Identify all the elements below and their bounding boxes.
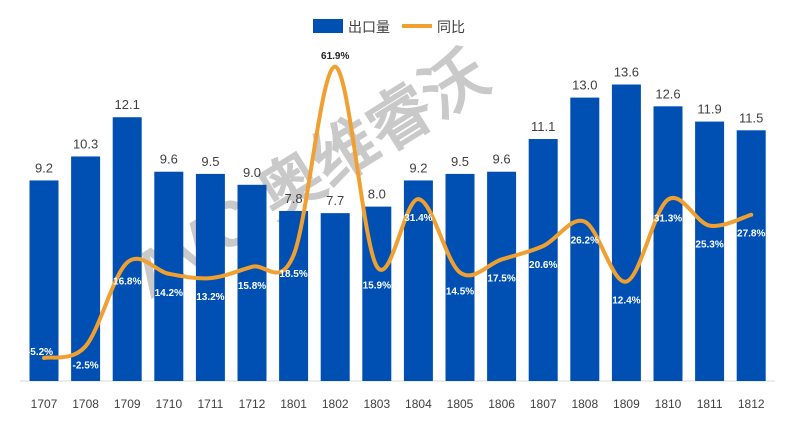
line-label-1708: -2.5% [73, 360, 99, 371]
bar-label-1804: 9.2 [409, 160, 427, 175]
line-label-1810: 31.3% [654, 214, 682, 225]
line-label-1804: 31.4% [404, 213, 432, 224]
bar-label-1808: 13.0 [572, 78, 597, 93]
legend-bar-swatch [313, 19, 343, 33]
bar-label-1712: 9.0 [243, 165, 261, 180]
line-label-1709: 16.8% [113, 276, 141, 287]
bar-label-1811: 11.9 [697, 102, 721, 117]
bar-label-1711: 9.5 [201, 154, 219, 169]
bar-label-1709: 12.1 [115, 97, 140, 112]
bar-1712 [237, 184, 267, 381]
x-tick-1810: 1810 [655, 397, 682, 411]
bar-1809 [611, 84, 641, 382]
line-label-1707: -5.2% [27, 347, 53, 358]
line-label-1812: 27.8% [737, 229, 765, 240]
line-label-1711: 13.2% [196, 292, 224, 303]
x-tick-1711: 1711 [197, 397, 223, 411]
line-label-1802: 61.9% [321, 51, 349, 62]
line-label-1808: 26.2% [571, 236, 599, 247]
x-tick-1809: 1809 [613, 397, 640, 411]
x-tick-1710: 1710 [155, 397, 182, 411]
bar-1801 [279, 210, 309, 381]
line-label-1805: 14.5% [446, 286, 474, 297]
legend-bar-label: 出口量 [348, 19, 390, 35]
x-tick-1806: 1806 [488, 397, 515, 411]
line-label-1807: 20.6% [529, 260, 557, 271]
bar-label-1805: 9.5 [451, 154, 469, 169]
bar-1806 [487, 171, 517, 381]
bar-label-1802: 7.7 [326, 193, 344, 208]
x-tick-1812: 1812 [738, 397, 765, 411]
bar-label-1807: 11.1 [531, 119, 555, 134]
x-tick-1807: 1807 [530, 397, 557, 411]
x-tick-1808: 1808 [571, 397, 598, 411]
bar-1807 [528, 139, 558, 381]
bar-label-1707: 9.2 [35, 160, 53, 175]
x-tick-1709: 1709 [114, 397, 141, 411]
line-label-1803: 15.9% [363, 280, 391, 291]
line-label-1801: 18.5% [279, 269, 307, 280]
x-tick-1802: 1802 [322, 397, 349, 411]
bar-label-1803: 8.0 [368, 187, 386, 202]
bar-1811 [695, 121, 725, 381]
x-tick-1803: 1803 [363, 397, 390, 411]
bar-1707 [29, 180, 59, 381]
x-tick-1708: 1708 [72, 397, 99, 411]
bar-1805 [445, 173, 475, 381]
x-tick-1801: 1801 [280, 397, 307, 411]
legend-line-label: 同比 [437, 19, 465, 35]
bar-1810 [653, 106, 683, 381]
line-label-1710: 14.2% [155, 288, 183, 299]
line-label-1806: 17.5% [487, 273, 515, 284]
line-label-1712: 15.8% [238, 281, 266, 292]
x-tick-1712: 1712 [239, 397, 266, 411]
yoy-line [42, 64, 754, 360]
bar-label-1708: 10.3 [73, 136, 98, 151]
bar-1709 [112, 117, 142, 381]
x-tick-1811: 1811 [697, 397, 723, 411]
bar-1808 [570, 97, 600, 381]
bar-label-1806: 9.6 [493, 152, 511, 167]
legend: 出口量 同比 [313, 19, 465, 35]
bar-label-1812: 11.5 [739, 110, 763, 125]
bar-1812 [736, 130, 766, 381]
x-tick-1805: 1805 [447, 397, 474, 411]
line-label-1809: 12.4% [612, 296, 640, 307]
line-label-1811: 25.3% [695, 240, 723, 251]
x-tick-1804: 1804 [405, 397, 432, 411]
bar-label-1801: 7.8 [285, 191, 303, 206]
bar-label-1710: 9.6 [160, 152, 178, 167]
bar-1802 [320, 213, 350, 381]
bar-label-1809: 13.6 [614, 65, 639, 80]
x-tick-1707: 1707 [31, 397, 58, 411]
bar-label-1810: 12.6 [655, 86, 680, 101]
